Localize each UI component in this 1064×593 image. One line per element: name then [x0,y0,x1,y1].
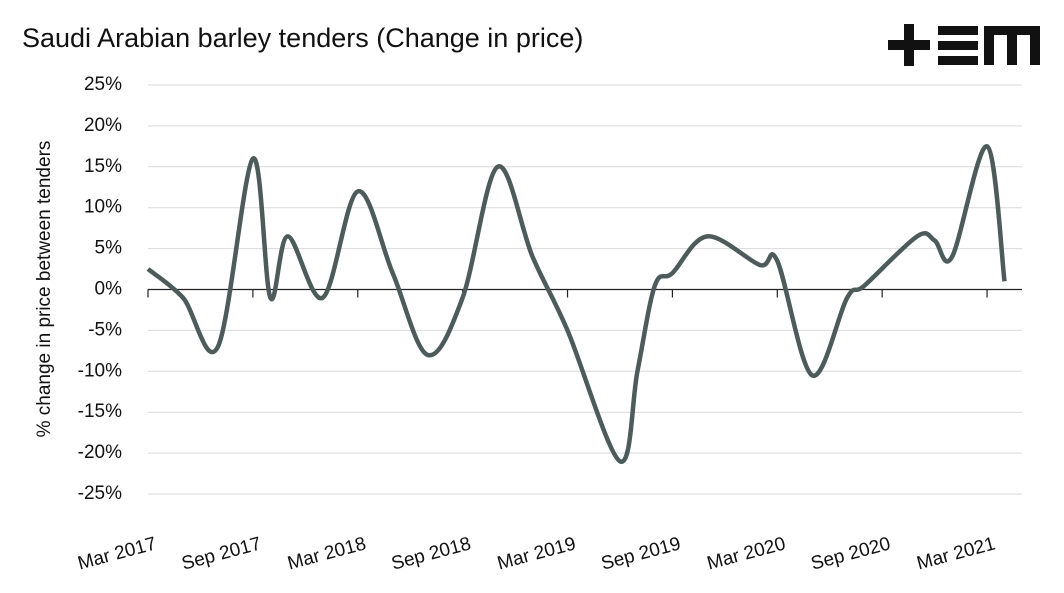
y-tick-label: 15% [84,156,122,177]
y-tick-label: -10% [78,360,122,381]
x-tick-label: Mar 2021 [915,533,998,574]
x-tick-label: Sep 2019 [599,533,683,574]
x-tick-label: Mar 2019 [495,533,578,574]
y-tick-label: 10% [84,197,122,218]
chart-title: Saudi Arabian barley tenders (Change in … [22,23,583,53]
y-tick-label: 0% [95,279,123,300]
x-tick-label: Mar 2018 [285,533,368,574]
x-tick-label: Sep 2018 [389,533,473,574]
y-axis-label: % change in price between tenders [34,141,55,438]
x-tick-label: Mar 2020 [705,533,788,574]
y-tick-label: -15% [78,401,122,422]
x-tick-label: Mar 2017 [76,533,159,574]
y-tick-label: 25% [84,74,122,95]
y-tick-label: 5% [95,238,123,259]
x-tick-label: Sep 2017 [179,533,263,574]
y-tick-label: 20% [84,115,122,136]
y-tick-label: -5% [88,319,122,340]
y-tick-label: -20% [78,442,122,463]
y-tick-label: -25% [78,483,122,504]
logo [888,24,1040,66]
line-series [146,144,1007,464]
x-tick-label: Sep 2020 [809,533,893,574]
